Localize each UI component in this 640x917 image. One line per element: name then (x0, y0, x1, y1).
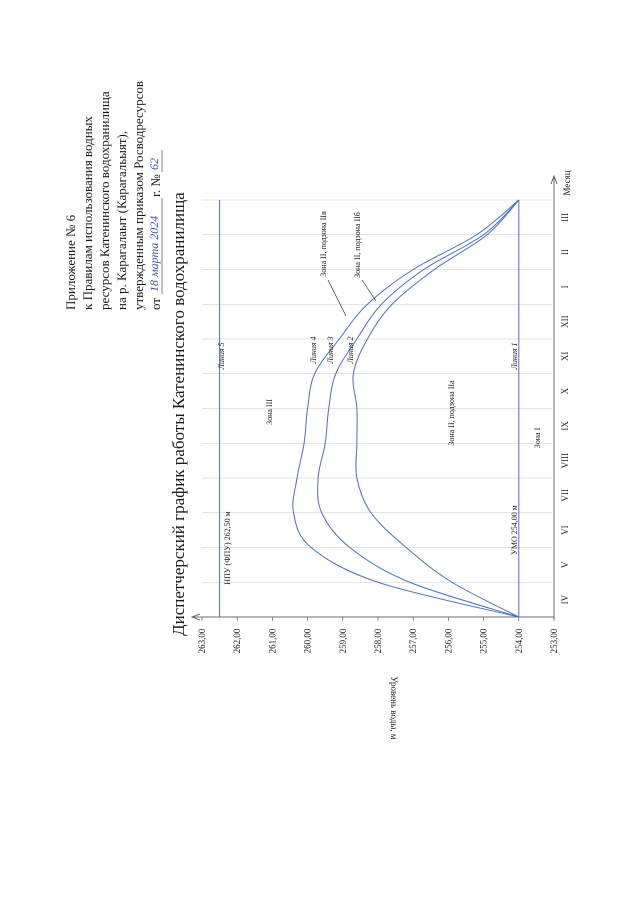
annotation-zone-2b: Зона II, подзона IIб (353, 212, 362, 278)
x-tick-label: XII (560, 315, 570, 328)
x-tick-label: IX (560, 421, 570, 431)
series-line-4 (317, 199, 520, 618)
level-axis-arrow (190, 613, 201, 621)
y-tick-label: 256,00 (443, 628, 453, 653)
order-number-handwritten: 62 (147, 158, 161, 170)
header-line-1: Приложение № 6 (63, 214, 78, 310)
y-axis-ticks: 253,00 254,00 255,00 256,00 257,00 258,00 259,… (197, 617, 559, 653)
series-label-4: Линия 3 (326, 336, 335, 364)
y-tick-label: 261,00 (267, 628, 277, 653)
date-suffix: г. № (148, 174, 163, 197)
date-prefix: от (148, 298, 163, 310)
annotation-npu: НПУ (ФПУ) 262,50 м (223, 511, 232, 584)
x-axis-title: Месяц (562, 170, 572, 195)
series-line-5 (352, 199, 520, 618)
x-tick-label: XI (560, 352, 570, 362)
date-handwritten: 18 марта 2024 (147, 216, 161, 292)
month-axis-arrow (550, 174, 558, 185)
annotations: НПУ (ФПУ) 262,50 м УМО 254,00 м Зона III… (223, 211, 542, 585)
x-tick-label: III (560, 213, 570, 222)
x-tick-label: VII (560, 489, 570, 502)
header-line-3: ресурсов Катенинского водохранилища (97, 91, 112, 310)
x-tick-label: IV (560, 594, 570, 604)
header-line-4: на р. Карагалаыт (Карагальыят), (114, 131, 129, 310)
axes (190, 174, 558, 621)
series-label-5: Линия 2 (346, 336, 355, 364)
series-label-3: Линия 4 (309, 336, 318, 364)
x-tick-label: X (560, 387, 570, 394)
appendix-header: Приложение № 6 к Правилам использования … (63, 81, 163, 310)
chart-title: Диспетчерский график работы Катенинского… (169, 192, 188, 636)
annotation-zone-2v: Зона II, подзона IIв (319, 211, 328, 277)
x-tick-label: I (560, 285, 570, 288)
y-tick-label: 259,00 (338, 628, 348, 653)
annotation-zone-1: Зона I (533, 427, 542, 448)
y-tick-label: 255,00 (479, 628, 489, 653)
y-tick-label: 262,00 (232, 628, 242, 653)
y-tick-label: 260,00 (303, 628, 313, 653)
header-line-2: к Правилам использования водных (80, 116, 95, 310)
annotation-zone-3: Зона III (265, 399, 274, 425)
x-tick-label: VIII (560, 453, 570, 469)
y-tick-label: 263,00 (197, 628, 207, 653)
header-line-5: утвержденным приказом Росводресурсов (131, 81, 146, 310)
x-tick-label: II (560, 249, 570, 255)
series-layer: Линия 5 Линия 1 Линия 4 Линия 3 Линия 2 (217, 199, 520, 618)
series-line-3 (292, 199, 520, 618)
annotation-zone-2a: Зона II, подзона IIа (447, 380, 456, 446)
plot-area: 253,00 254,00 255,00 256,00 257,00 258,00 259,… (190, 170, 572, 740)
y-axis-title: Уровень воды, м (389, 676, 399, 739)
y-tick-label: 258,00 (373, 628, 383, 653)
series-label-2: Линия 1 (510, 342, 519, 370)
leader-zone-2b (361, 279, 377, 302)
y-tick-label: 254,00 (514, 628, 524, 653)
y-tick-label: 257,00 (408, 628, 418, 653)
x-tick-label: V (560, 561, 570, 568)
header-date-line: от 18 марта 2024 г. № 62 (147, 150, 163, 310)
annotation-umo: УМО 254,00 м (510, 505, 519, 555)
leader-zone-2v (327, 279, 347, 317)
vertical-grid (202, 199, 552, 618)
x-tick-label: VI (560, 525, 570, 535)
y-tick-label: 253,00 (549, 628, 559, 653)
series-label-1: Линия 5 (217, 342, 226, 370)
